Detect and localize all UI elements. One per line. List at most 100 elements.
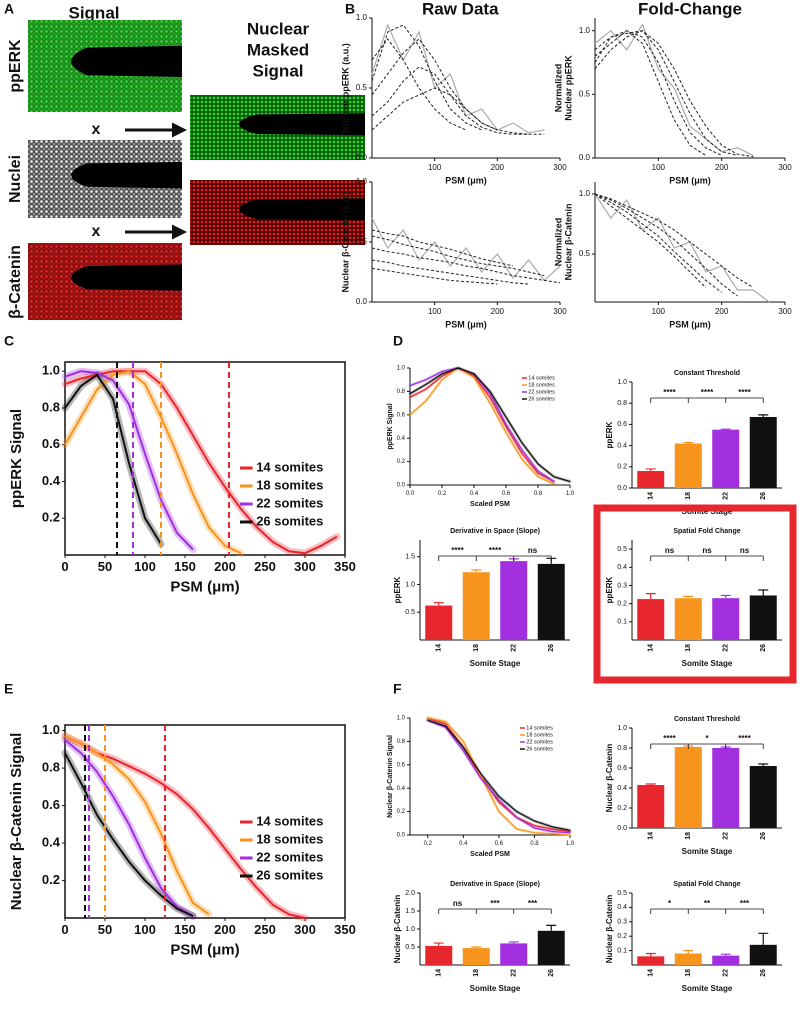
line-series xyxy=(594,193,754,289)
significance-label: *** xyxy=(528,899,538,908)
x-tick-label: 300 xyxy=(778,163,792,172)
x-axis-label: Somite Stage xyxy=(470,984,521,993)
line-series xyxy=(594,193,770,303)
x-tick-label: 0.4 xyxy=(470,491,479,497)
line-series xyxy=(371,24,482,131)
x-tick-label: 0 xyxy=(61,559,68,574)
error-bar xyxy=(758,414,769,417)
significance-label: **** xyxy=(738,734,751,743)
x-tick-label: 200 xyxy=(214,922,236,937)
significance-label: ns xyxy=(453,899,463,908)
y-tick-label: 0.6 xyxy=(617,765,627,772)
bar xyxy=(749,595,777,640)
y-tick-label: 1.5 xyxy=(405,908,415,915)
column-title: Masked xyxy=(247,40,309,59)
y-tick-label: 0.8 xyxy=(397,739,406,745)
x-tick-label: 14 xyxy=(436,969,443,977)
y-tick-label: 0.0 xyxy=(617,825,627,832)
y-tick-label: 0.4 xyxy=(397,786,406,792)
error-bar xyxy=(645,468,656,472)
bar xyxy=(462,572,490,640)
bar xyxy=(674,598,702,640)
y-tick-label: 1.0 xyxy=(397,366,406,372)
error-bar xyxy=(683,595,694,599)
highlight-box xyxy=(593,504,797,684)
x-tick-label: 18 xyxy=(473,969,480,977)
legend-label: 18 somites xyxy=(526,732,553,738)
significance-label: * xyxy=(668,899,672,908)
y-axis-label: Normalized xyxy=(553,218,563,267)
significance-label: *** xyxy=(490,899,500,908)
significance-label: **** xyxy=(451,546,464,555)
y-tick-label: 2.0 xyxy=(405,890,415,897)
line-series xyxy=(371,23,545,134)
bar xyxy=(674,953,702,965)
x-tick-label: 150 xyxy=(174,559,196,574)
x-tick-label: 0.8 xyxy=(530,841,539,847)
bar xyxy=(425,605,453,640)
line-series xyxy=(594,30,722,156)
x-tick-label: 0.6 xyxy=(495,841,504,847)
panel-label: E xyxy=(4,681,13,697)
x-tick-label: 18 xyxy=(685,969,692,977)
x-tick-label: 22 xyxy=(511,969,518,977)
x-axis-label: Somite Stage xyxy=(470,659,521,668)
line-series xyxy=(409,367,571,483)
x-tick-label: 100 xyxy=(428,307,442,316)
chart-title: Derivative in Space (Slope) xyxy=(450,881,540,888)
y-axis-label: Nuclear β-Catenin xyxy=(605,895,614,964)
x-axis-label: Scaled PSM xyxy=(470,501,510,508)
bar xyxy=(637,599,665,640)
y-tick-label: 0.0 xyxy=(356,297,368,306)
x-axis-label: PSM (μm) xyxy=(669,320,711,330)
line-series xyxy=(371,267,498,285)
x-axis-label: Somite Stage xyxy=(682,659,733,668)
x-tick-label: 1.0 xyxy=(566,491,575,497)
error-bar xyxy=(645,593,656,600)
legend-label: 22 somites xyxy=(256,849,323,864)
x-tick-label: 14 xyxy=(648,832,655,840)
significance-label: **** xyxy=(489,546,502,555)
legend-label: 26 somites xyxy=(526,746,553,752)
y-tick-label: 0.0 xyxy=(397,483,406,489)
bar xyxy=(462,948,490,965)
line-series xyxy=(64,373,162,545)
x-tick-label: 200 xyxy=(491,307,505,316)
significance-label: **** xyxy=(738,388,751,397)
bar xyxy=(674,747,702,828)
x-tick-label: 26 xyxy=(760,492,767,500)
line-series xyxy=(64,370,194,551)
row-label: Nuclei xyxy=(7,155,24,203)
y-tick-label: 0.5 xyxy=(405,609,415,616)
x-axis-label: Scaled PSM xyxy=(470,851,510,858)
error-bar xyxy=(433,602,444,606)
y-tick-label: 0.8 xyxy=(617,400,627,407)
legend-label: 22 somites xyxy=(256,495,323,510)
y-axis-label: Nuclear β-Catenin Signal xyxy=(8,733,25,911)
y-tick-label: 0.6 xyxy=(397,412,406,418)
line-series xyxy=(409,367,555,483)
y-tick-label: 1.0 xyxy=(579,189,591,198)
error-bar xyxy=(758,589,769,596)
line-series xyxy=(594,30,754,158)
x-tick-label: 0.6 xyxy=(502,491,511,497)
plot-frame xyxy=(64,724,346,919)
error-bar xyxy=(471,946,482,949)
line-series xyxy=(64,370,242,555)
line-series xyxy=(427,717,571,833)
y-tick-label: 0.5 xyxy=(356,83,368,92)
x-tick-label: 100 xyxy=(428,163,442,172)
legend-label: 26 somites xyxy=(256,513,323,528)
y-tick-label: 1.0 xyxy=(405,926,415,933)
significance-label: ** xyxy=(704,899,711,908)
y-axis-label: Nuclear β-Catenin xyxy=(563,203,573,280)
column-title: Signal xyxy=(252,61,303,80)
bar xyxy=(712,598,740,640)
x-tick-label: 14 xyxy=(648,492,655,500)
error-bar xyxy=(546,924,557,931)
chart-title: Spatial Fold Change xyxy=(673,881,740,888)
tissue xyxy=(28,20,182,112)
panel-label: C xyxy=(4,333,14,349)
